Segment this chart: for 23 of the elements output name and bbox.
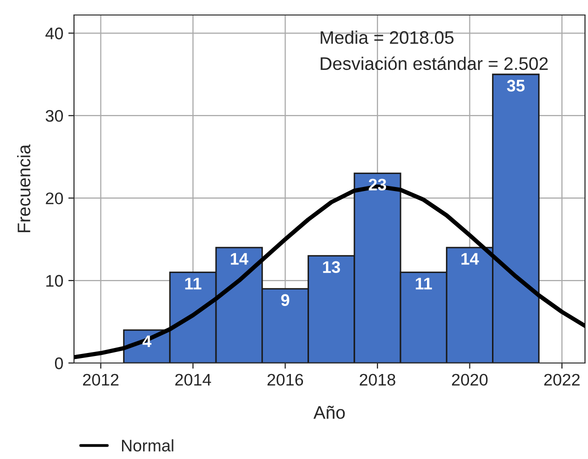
y-axis-title: Frecuencia bbox=[17, 144, 30, 232]
y-tick-label: 20 bbox=[46, 192, 63, 204]
y-tick-label: 40 bbox=[45, 28, 63, 40]
data-label: 13 bbox=[323, 261, 340, 274]
data-label: 9 bbox=[281, 294, 290, 306]
x-tick-label: 2012 bbox=[83, 374, 118, 386]
x-tick-label: 2018 bbox=[360, 374, 396, 386]
data-label: 14 bbox=[461, 253, 479, 265]
x-tick-label: 2020 bbox=[452, 374, 488, 386]
x-tick-label: 2022 bbox=[544, 374, 580, 386]
annotation: Media = 2018.05 bbox=[320, 30, 454, 44]
x-tick-label: 2016 bbox=[268, 374, 304, 386]
data-label: 11 bbox=[416, 278, 432, 290]
x-axis-title: Año bbox=[313, 406, 345, 419]
annotation: Desviación estándar = 2.502 bbox=[320, 56, 548, 70]
y-tick-label: 0 bbox=[54, 357, 63, 370]
y-tick-label: 10 bbox=[46, 274, 63, 287]
legend-label: Normal bbox=[122, 439, 174, 452]
data-label: 35 bbox=[506, 80, 525, 92]
x-tick-label: 2014 bbox=[175, 374, 212, 386]
y-tick-label: 30 bbox=[46, 110, 63, 122]
data-label: 11 bbox=[185, 278, 202, 290]
data-label: 14 bbox=[230, 253, 248, 265]
